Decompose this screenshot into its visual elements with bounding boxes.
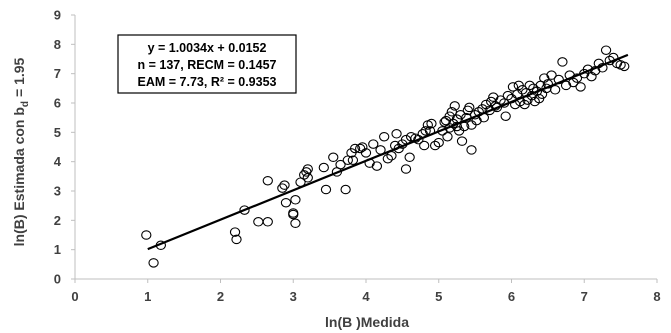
data-point (539, 73, 550, 83)
y-tick-label: 3 (54, 184, 61, 199)
data-point (446, 107, 457, 117)
data-point (419, 140, 430, 151)
x-tick-label: 2 (217, 289, 224, 304)
data-point (531, 86, 543, 97)
data-point (449, 101, 460, 111)
y-tick-label: 5 (54, 125, 61, 140)
data-point (433, 137, 444, 148)
data-point (335, 159, 346, 170)
x-tick-label: 3 (290, 289, 297, 304)
data-point (277, 183, 288, 193)
equation-line-1: y = 1.0034x + 0.0152 (148, 41, 267, 55)
trendline (147, 53, 629, 251)
tick-marks (71, 14, 658, 283)
data-point (600, 45, 612, 55)
equation-line-2: n = 137, RECM = 0.1457 (138, 58, 277, 72)
y-axis-title: ln(B) Estimada con bd = 1.95 (11, 57, 31, 246)
y-tick-label: 1 (54, 242, 61, 257)
data-point (328, 152, 339, 163)
data-point (442, 131, 453, 142)
x-tick-label: 1 (144, 289, 151, 304)
x-tick-label: 4 (362, 289, 370, 304)
data-point (141, 230, 152, 240)
x-axis-title: ln(B )Medida (325, 314, 409, 330)
data-point (426, 118, 437, 129)
x-tick-label: 8 (653, 289, 660, 304)
data-point (550, 85, 561, 95)
data-point (299, 170, 310, 180)
data-point (455, 109, 466, 120)
data-point (360, 148, 372, 158)
data-point (488, 92, 499, 102)
x-tick-labels: 0 1 2 3 4 5 6 7 8 (71, 289, 660, 304)
data-point (302, 173, 313, 183)
data-point (507, 82, 519, 92)
y-tick-label: 9 (54, 8, 61, 23)
data-point (279, 180, 290, 190)
data-point (466, 145, 477, 155)
x-tick-label: 0 (71, 289, 78, 304)
y-axis-title-main: ln(B) Estimada con b (11, 107, 27, 246)
y-tick-label: 2 (54, 213, 61, 228)
data-point (495, 95, 506, 105)
data-point (500, 111, 511, 121)
y-axis-title-tail: = 1.95 (11, 57, 27, 97)
data-point (517, 85, 528, 95)
data-point (420, 126, 431, 136)
x-tick-label: 6 (508, 289, 515, 304)
x-tick-label: 7 (581, 289, 588, 304)
data-point (288, 209, 299, 220)
data-point (404, 152, 415, 163)
data-point (357, 142, 368, 152)
data-point (347, 155, 359, 165)
y-axis-title-subscript: d (20, 101, 31, 107)
x-tick-label: 5 (435, 289, 442, 304)
y-tick-labels: 0 1 2 3 4 5 6 7 8 9 (54, 8, 62, 287)
data-point (231, 234, 242, 245)
data-point (429, 140, 441, 151)
y-tick-label: 0 (54, 272, 61, 287)
data-point (586, 71, 597, 82)
data-point (557, 57, 568, 67)
data-point (280, 197, 292, 208)
data-point (546, 70, 557, 80)
data-point (262, 175, 273, 186)
data-point (349, 143, 361, 154)
data-point (229, 227, 241, 237)
y-tick-label: 7 (54, 66, 61, 81)
data-point (400, 164, 412, 174)
data-point (524, 80, 535, 91)
data-point (560, 80, 572, 91)
data-point (575, 82, 586, 92)
y-tick-label: 6 (54, 96, 61, 111)
y-tick-label: 8 (54, 37, 61, 52)
data-point (148, 258, 159, 268)
data-point (456, 136, 468, 146)
data-point (253, 217, 264, 227)
equation-box: y = 1.0034x + 0.0152 n = 137, RECM = 0.1… (117, 34, 297, 94)
data-point (379, 131, 390, 142)
data-point (340, 184, 351, 195)
data-point (405, 131, 417, 142)
data-point (619, 61, 630, 72)
data-point (290, 218, 301, 229)
data-point (382, 153, 393, 164)
data-point (391, 129, 402, 139)
data-point (239, 205, 250, 215)
data-point (320, 184, 332, 195)
data-point (464, 102, 475, 113)
data-point (290, 195, 301, 205)
data-point (318, 162, 329, 173)
y-tick-label: 4 (54, 154, 62, 169)
equation-box-border (117, 34, 297, 94)
equation-line-3: EAM = 7.73, R² = 0.9353 (138, 75, 277, 89)
data-point (262, 217, 273, 227)
data-point (371, 161, 383, 171)
data-point (368, 139, 379, 149)
